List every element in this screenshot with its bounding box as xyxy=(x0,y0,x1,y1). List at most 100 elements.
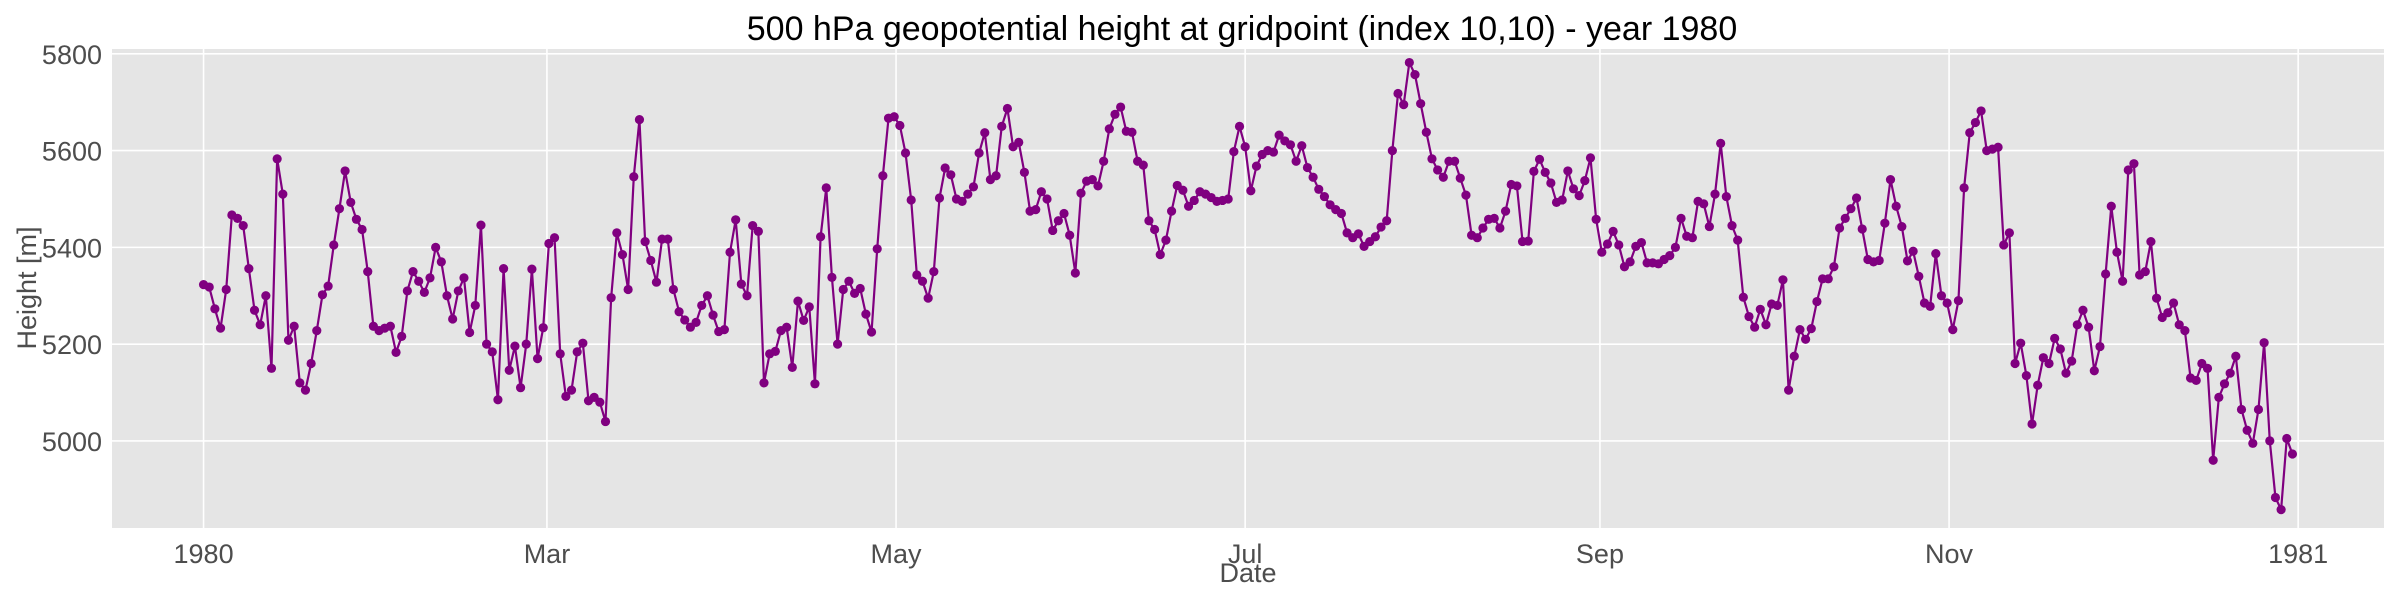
data-point xyxy=(736,279,746,289)
data-point xyxy=(204,282,214,292)
data-point xyxy=(476,220,486,230)
data-point xyxy=(408,266,418,277)
data-point xyxy=(1059,208,1069,219)
data-point xyxy=(317,290,328,300)
data-point xyxy=(470,300,480,311)
data-point xyxy=(606,293,616,303)
data-point xyxy=(215,323,226,333)
data-point xyxy=(538,323,548,333)
data-point xyxy=(255,320,265,330)
data-point xyxy=(1399,100,1409,110)
y-tick-label: 5600 xyxy=(42,137,102,167)
data-point xyxy=(1925,301,1935,311)
data-point xyxy=(1851,193,1862,203)
data-point xyxy=(2084,322,2094,332)
y-axis-ticks: 5000 5200 5400 5600 5800 xyxy=(42,40,102,457)
x-tick-label: Jul xyxy=(1228,539,1263,569)
data-point xyxy=(1534,154,1545,164)
data-point xyxy=(1778,275,1788,285)
data-point xyxy=(272,154,282,164)
data-point xyxy=(1421,127,1431,137)
data-point xyxy=(2163,308,2173,318)
x-tick-label: Mar xyxy=(524,539,571,569)
data-point xyxy=(782,322,792,332)
data-point xyxy=(1891,201,1901,211)
data-point xyxy=(1370,232,1380,242)
data-point xyxy=(266,363,277,373)
data-point xyxy=(2214,392,2224,402)
data-point xyxy=(719,325,729,335)
data-point xyxy=(1376,222,1386,232)
data-point xyxy=(2061,368,2071,378)
x-tick-label: Sep xyxy=(1576,539,1624,569)
data-point xyxy=(1568,184,1579,194)
data-point xyxy=(1546,178,1556,188)
data-point xyxy=(414,276,424,286)
data-point xyxy=(906,195,916,205)
data-point xyxy=(578,338,588,348)
data-point xyxy=(2050,333,2060,343)
data-point xyxy=(2208,455,2218,465)
data-point xyxy=(640,236,650,247)
data-point xyxy=(1127,127,1137,137)
data-point xyxy=(889,112,899,122)
data-point xyxy=(1382,216,1392,226)
data-point xyxy=(459,273,469,283)
data-point xyxy=(1070,268,1080,278)
data-point xyxy=(799,315,809,326)
data-point xyxy=(1908,246,1918,256)
data-point xyxy=(1019,167,1029,177)
y-tick-label: 5800 xyxy=(42,40,102,70)
data-point xyxy=(2191,375,2201,386)
data-point xyxy=(617,250,628,260)
data-point xyxy=(748,221,758,231)
data-point xyxy=(2067,356,2077,366)
data-point xyxy=(2129,159,2139,169)
data-point xyxy=(855,283,865,294)
data-point xyxy=(1976,106,1986,116)
data-point xyxy=(1687,233,1697,243)
data-point xyxy=(1834,223,1845,233)
data-point xyxy=(634,115,645,125)
data-point xyxy=(1393,88,1403,99)
data-point xyxy=(1953,296,1964,306)
x-axis-ticks: 1980 Mar May Jul Sep Nov 1981 xyxy=(174,539,2329,569)
data-point xyxy=(1472,233,1482,243)
data-point xyxy=(1178,185,1188,195)
data-point xyxy=(2168,298,2179,308)
data-point xyxy=(527,264,537,274)
data-point xyxy=(300,385,311,395)
data-point xyxy=(1721,191,1731,202)
y-tick-label: 5400 xyxy=(42,233,102,263)
data-point xyxy=(1993,142,2003,152)
data-point xyxy=(221,284,231,295)
data-point xyxy=(1246,186,1256,196)
data-point xyxy=(1789,351,1799,361)
data-point xyxy=(1812,296,1822,307)
data-point xyxy=(1716,138,1726,148)
data-point xyxy=(912,270,922,280)
data-point xyxy=(1699,199,1709,209)
data-point xyxy=(838,284,848,295)
data-point xyxy=(482,339,492,349)
data-point xyxy=(1416,99,1426,109)
data-point xyxy=(1065,230,1075,240)
data-point xyxy=(363,266,373,277)
data-point xyxy=(804,302,814,312)
y-tick-label: 5200 xyxy=(42,330,102,360)
data-point xyxy=(232,213,243,223)
data-point xyxy=(2089,366,2099,376)
data-point xyxy=(2225,368,2235,378)
data-point xyxy=(1274,130,1284,140)
data-point xyxy=(793,296,803,306)
data-point xyxy=(515,383,526,393)
data-point xyxy=(385,321,395,331)
data-points xyxy=(198,57,2298,515)
data-point xyxy=(2123,165,2133,175)
data-point xyxy=(668,284,679,295)
data-point xyxy=(2140,266,2150,277)
data-point xyxy=(1150,224,1160,235)
data-point xyxy=(1495,223,1505,233)
data-point xyxy=(453,286,463,296)
